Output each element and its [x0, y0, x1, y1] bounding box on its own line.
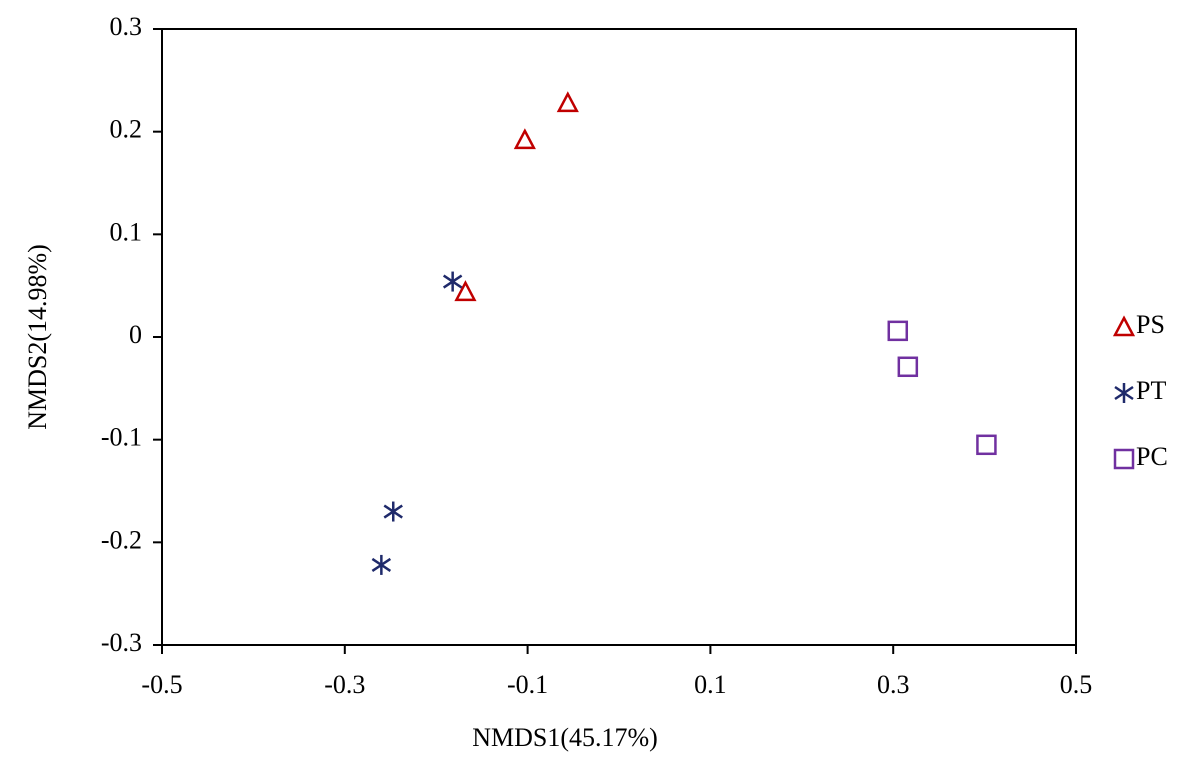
square: [887, 320, 909, 342]
asterisk-stroke: [442, 274, 463, 289]
triangle: [556, 91, 579, 113]
point: [442, 271, 463, 292]
y-axis-label: NMDS2(14.98%): [23, 244, 52, 430]
y-tick-label: 0.3: [110, 12, 143, 41]
legend-label: PC: [1136, 442, 1168, 471]
asterisk-stroke: [1114, 385, 1134, 401]
square: [897, 356, 919, 378]
y-tick-label: -0.3: [101, 628, 142, 657]
y-tick-label: 0.1: [110, 217, 143, 246]
legend-label: PS: [1136, 310, 1165, 339]
point: [887, 320, 909, 342]
triangle: [513, 128, 536, 150]
square: [976, 434, 997, 456]
x-tick-label: 0.3: [877, 670, 910, 699]
triangle: [1112, 315, 1136, 337]
legend-marker: [1112, 315, 1136, 337]
y-tick-label: -0.1: [101, 423, 142, 452]
x-tick-label: 0.1: [694, 670, 727, 699]
point: [556, 91, 579, 113]
triangle: [454, 280, 477, 302]
plot-frame: [161, 28, 1077, 646]
point: [976, 434, 997, 456]
y-tick-label: 0: [129, 320, 142, 349]
point: [383, 501, 403, 522]
point: [513, 128, 536, 150]
asterisk-stroke: [371, 557, 392, 572]
legend-marker: [1113, 448, 1135, 470]
x-tick-label: 0.5: [1060, 670, 1093, 699]
legend-label: PT: [1136, 376, 1166, 405]
y-tick-label: -0.2: [101, 525, 142, 554]
asterisk-stroke: [383, 504, 403, 519]
point: [371, 554, 392, 575]
point: [897, 356, 919, 378]
x-tick-label: -0.3: [324, 670, 365, 699]
point: [454, 280, 477, 302]
x-axis-label: NMDS1(45.17%): [472, 723, 658, 752]
x-tick-label: -0.1: [507, 670, 548, 699]
y-tick-label: 0.2: [110, 115, 143, 144]
x-tick-label: -0.5: [141, 670, 182, 699]
square: [1113, 448, 1135, 470]
legend-marker: [1114, 383, 1134, 403]
